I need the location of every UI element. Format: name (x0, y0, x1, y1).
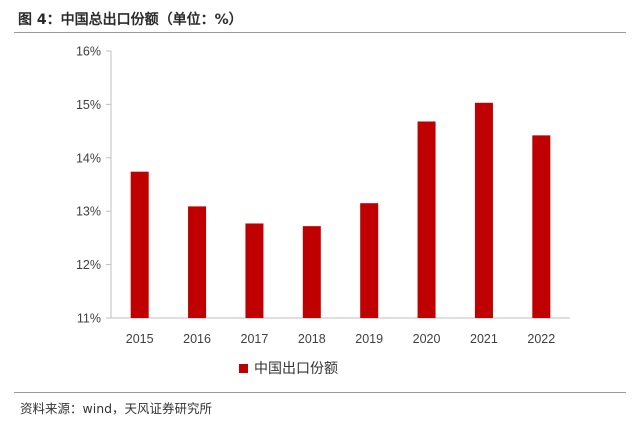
chart-title: 图 4：中国总出口份额（单位：%） (18, 12, 243, 28)
bar-2018 (302, 226, 321, 318)
legend-swatch (239, 364, 248, 373)
bar-2016 (188, 206, 207, 318)
source-note: 资料来源：wind，天风证券研究所 (20, 401, 213, 416)
y-tick-label: 14% (76, 151, 101, 165)
x-tick-label: 2022 (527, 332, 555, 346)
x-tick-label: 2018 (298, 332, 326, 346)
x-tick-label: 2015 (126, 332, 154, 346)
x-tick-label: 2020 (413, 332, 441, 346)
bar-2015 (130, 171, 149, 318)
bars (130, 102, 551, 318)
y-tick-label: 11% (77, 312, 101, 326)
bar-2019 (360, 203, 379, 318)
legend-label: 中国出口份额 (254, 361, 338, 377)
bottom-divider (14, 392, 626, 393)
bar-2022 (532, 135, 551, 318)
x-tick-label: 2016 (183, 332, 211, 346)
bar-2021 (474, 102, 493, 318)
bar-2017 (245, 223, 264, 318)
x-tick-label: 2019 (355, 332, 383, 346)
legend: 中国出口份额 (239, 361, 338, 377)
top-divider (14, 32, 626, 33)
y-tick-label: 13% (76, 205, 101, 219)
y-tick-label: 16% (76, 45, 101, 59)
x-tick-label: 2021 (470, 332, 498, 346)
y-axis-ticks: 11% 12% 13% 14% 15% 16% (76, 45, 111, 326)
bar-2020 (417, 121, 436, 318)
x-axis-ticks: 2015 2016 2017 2018 2019 2020 2021 2022 (126, 332, 555, 346)
y-tick-label: 15% (76, 98, 101, 112)
x-tick-label: 2017 (241, 332, 269, 346)
y-tick-label: 12% (76, 258, 101, 272)
